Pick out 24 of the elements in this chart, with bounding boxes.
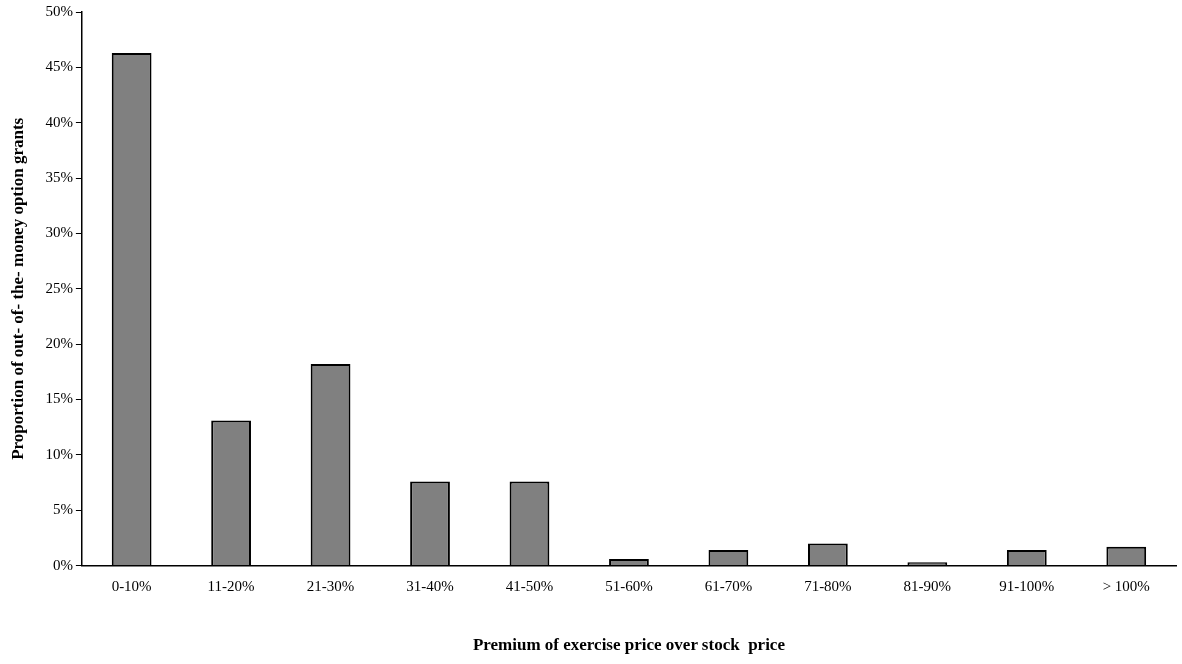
y-tick-label: 30% [45,224,73,241]
x-tick-label: 41-50% [505,577,554,594]
x-axis-title: Premium of exercise price over stock price [472,635,786,655]
y-tick-label: 35% [45,169,73,186]
y-tick-label: 10% [45,445,73,462]
y-tick-label: 5% [52,501,73,518]
x-tick-label: 21-30% [306,577,355,594]
x-tick-label: 81-90% [903,577,952,594]
x-tick-label: 0-10% [111,577,152,594]
x-tick-label: 31-40% [406,577,454,594]
x-tick-label: 61-70% [704,577,753,594]
y-tick-label: 50% [45,2,73,19]
y-tick-label: 0% [52,556,73,573]
x-tick-label: 51-60% [605,577,653,594]
x-tick-label: 91-100% [999,577,1055,594]
y-tick-label: 40% [45,113,73,130]
x-tick-label: 11-20% [207,577,255,594]
y-tick-label: 15% [45,390,73,407]
y-tick-label: 20% [45,335,73,352]
x-tick-label: > 100% [1102,577,1150,594]
y-tick-label: 45% [45,58,73,75]
y-tick-label: 25% [45,279,73,296]
x-tick-label: 71-80% [804,577,852,594]
y-axis-title: Proportion of out- of- the- money option grants [7,117,27,460]
